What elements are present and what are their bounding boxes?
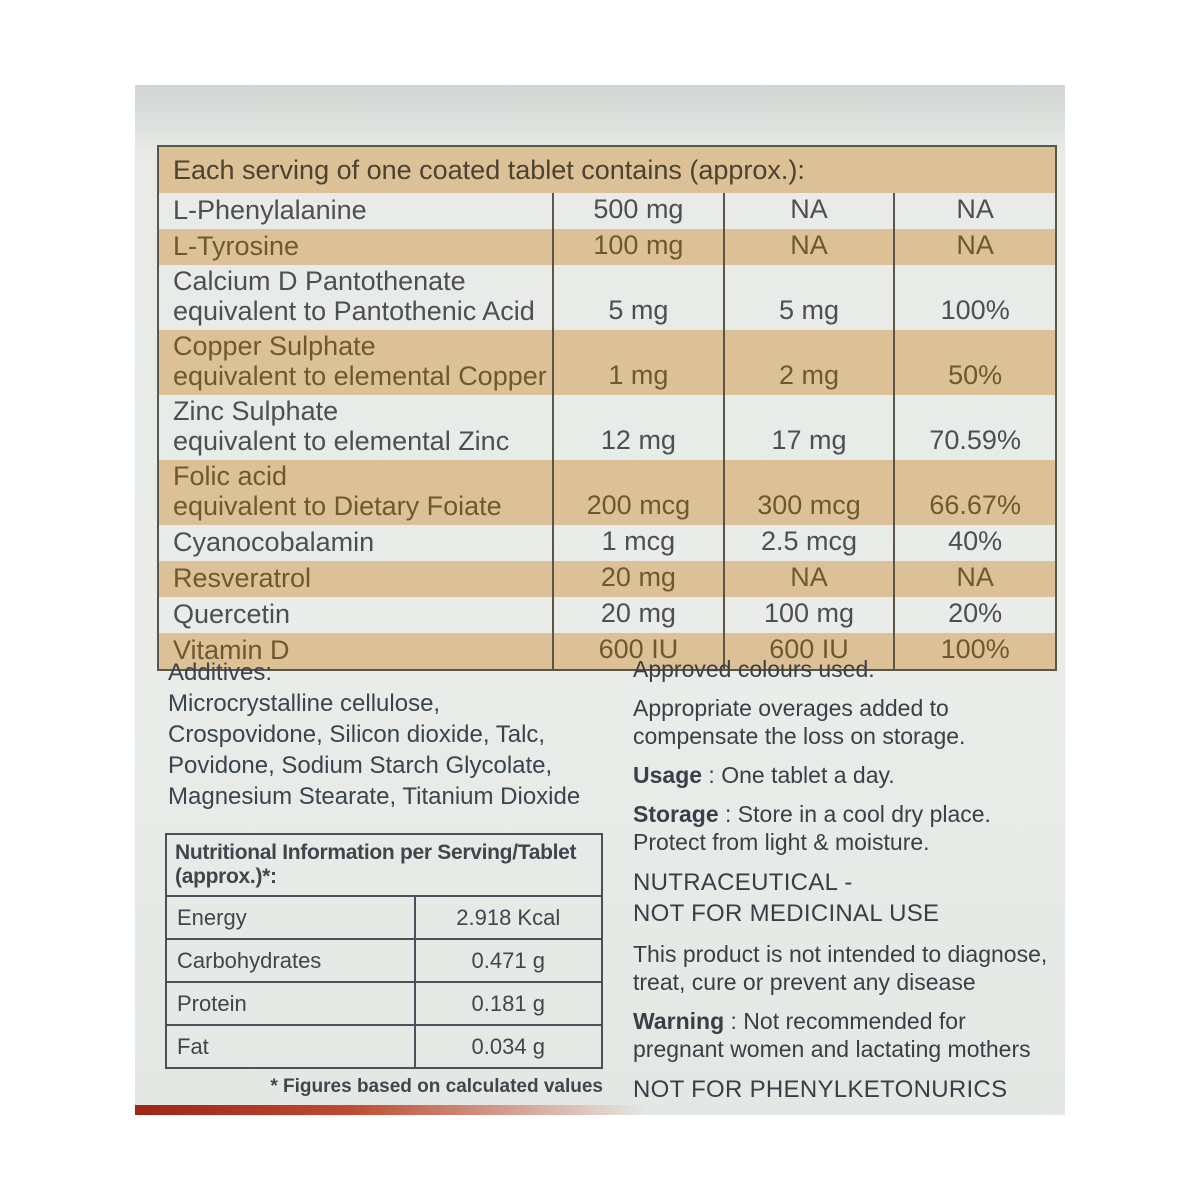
supplement-table: Each serving of one coated tablet contai…: [157, 145, 1057, 671]
nutrition-footnote: * Figures based on calculated values: [270, 1076, 603, 1097]
additives-text: Microcrystalline cellulose, Crospovidone…: [168, 690, 581, 810]
supplement-row: Copper Sulphate equivalent to elemental …: [158, 330, 1056, 395]
ingredient-percent: 100%: [893, 633, 1056, 670]
nutrition-value: 2.918 Kcal: [413, 895, 604, 940]
nutrition-row: Energy 2.918 Kcal: [165, 895, 604, 940]
ingredient-percent: NA: [893, 229, 1056, 265]
supplement-row: L-Phenylalanine 500 mg NA NA: [158, 193, 1056, 229]
storage-text: : Store in a cool dry place. Protect fro…: [633, 801, 991, 855]
ingredient-rda: 600 IU: [722, 633, 895, 670]
ingredient-name: Resveratrol: [173, 563, 312, 593]
ingredient-amount: 500 mg: [552, 193, 724, 229]
supplement-row: L-Tyrosine 100 mg NA NA: [158, 229, 1056, 265]
nutrition-block: Nutritional Information per Serving/Tabl…: [165, 833, 604, 1098]
nutrition-table-title: Nutritional Information per Serving/Tabl…: [165, 833, 603, 897]
nutrition-value: 0.034 g: [413, 1024, 604, 1069]
supplement-row: Zinc Sulphate equivalent to elemental Zi…: [158, 395, 1056, 460]
supplement-table-body: L-Phenylalanine 500 mg NA NA L-Tyrosine 100 m…: [158, 193, 1056, 670]
ingredient-percent: 70.59%: [893, 395, 1056, 460]
ingredient-amount: 1 mg: [552, 330, 724, 395]
nutrition-table: Nutritional Information per Serving/Tabl…: [165, 833, 604, 1069]
supplement-table-header-row: Each serving of one coated tablet contai…: [158, 146, 1056, 193]
ingredient-amount: 200 mcg: [552, 460, 724, 525]
storage-label: Storage: [633, 801, 719, 827]
ingredient-percent: NA: [893, 193, 1056, 229]
ingredient-percent: 50%: [893, 330, 1056, 395]
overages-text: Appropriate overages added to compensate…: [633, 695, 966, 749]
additives-title: Additives:: [168, 659, 273, 686]
supplement-row: Vitamin D 600 IU 600 IU 100%: [158, 633, 1056, 670]
ingredient-amount: 600 IU: [552, 633, 724, 670]
ingredient-percent: NA: [893, 561, 1056, 597]
ingredient-rda: 300 mcg: [722, 460, 895, 525]
ingredient-name: L-Tyrosine: [173, 231, 300, 261]
ingredient-rda: NA: [722, 229, 895, 265]
nutrition-row: Fat 0.034 g: [165, 1024, 604, 1069]
ingredient-name: Copper Sulphate equivalent to elemental …: [173, 331, 547, 391]
red-print-mark: [135, 1105, 675, 1115]
usage-text: : One tablet a day.: [702, 762, 895, 788]
ingredient-amount: 20 mg: [552, 597, 724, 633]
ingredient-amount: 1 mcg: [552, 525, 724, 561]
ingredient-rda: 5 mg: [722, 265, 895, 330]
nutrition-label: Carbohydrates: [165, 938, 416, 983]
supplement-row: Folic acid equivalent to Dietary Foiate 2…: [158, 460, 1056, 525]
ingredient-rda: 2.5 mcg: [722, 525, 895, 561]
usage-label: Usage: [633, 762, 703, 788]
nutrition-label: Protein: [165, 981, 416, 1026]
ingredient-rda: 17 mg: [722, 395, 895, 460]
ingredient-rda: NA: [722, 561, 895, 597]
nutrition-header-row: Nutritional Information per Serving/Tabl…: [165, 833, 603, 897]
storage-line: Storage : Store in a cool dry place. Pro…: [633, 800, 1073, 856]
ingredient-amount: 100 mg: [552, 229, 724, 265]
approved-colours-text: Approved colours used.: [633, 656, 875, 682]
ingredient-percent: 100%: [893, 265, 1056, 330]
ingredient-name: Folic acid equivalent to Dietary Foiate: [173, 461, 502, 521]
warning-text: : Not recommended for pregnant women and…: [633, 1008, 1031, 1062]
nutrition-label: Energy: [165, 895, 416, 940]
ingredient-name: Quercetin: [173, 599, 291, 629]
warning-label: Warning: [633, 1008, 725, 1034]
pku-text: NOT FOR PHENYLKETONURICS: [633, 1076, 1008, 1103]
ingredient-amount: 12 mg: [552, 395, 724, 460]
ingredient-name: Zinc Sulphate equivalent to elemental Zi…: [173, 396, 510, 456]
ingredient-rda: NA: [722, 193, 895, 229]
supplement-row: Resveratrol 20 mg NA NA: [158, 561, 1056, 597]
ingredient-rda: 2 mg: [722, 330, 895, 395]
supplement-row: Calcium D Pantothenate equivalent to Pan…: [158, 265, 1056, 330]
ingredient-name: Cyanocobalamin: [173, 527, 375, 557]
nutraceutical-text: NUTRACEUTICAL - NOT FOR MEDICINAL USE: [633, 869, 940, 927]
ingredient-percent: 66.67%: [893, 460, 1056, 525]
warning-line: Warning : Not recommended for pregnant w…: [633, 1007, 1073, 1063]
usage-line: Usage : One tablet a day.: [633, 761, 1073, 789]
disclaimer-text: This product is not intended to diagnose…: [633, 941, 1048, 995]
nutrition-label: Fat: [165, 1024, 416, 1069]
product-label: Each serving of one coated tablet contai…: [135, 85, 1065, 1115]
supplement-row: Cyanocobalamin 1 mcg 2.5 mcg 40%: [158, 525, 1056, 561]
nutrition-table-body: Energy 2.918 Kcal Carbohydrates 0.471 g Prot…: [165, 895, 604, 1069]
ingredient-name: L-Phenylalanine: [173, 195, 367, 225]
ingredient-rda: 100 mg: [722, 597, 895, 633]
ingredient-amount: 20 mg: [552, 561, 724, 597]
nutrition-row: Carbohydrates 0.471 g: [165, 938, 604, 983]
nutrition-value: 0.181 g: [413, 981, 604, 1026]
info-column: Approved colours used. Appropriate overa…: [633, 655, 1073, 1116]
additives-block: Additives: Microcrystalline cellulose, C…: [168, 657, 628, 812]
supplement-row: Quercetin 20 mg 100 mg 20%: [158, 597, 1056, 633]
ingredient-amount: 5 mg: [552, 265, 724, 330]
ingredient-percent: 20%: [893, 597, 1056, 633]
supplement-table-title: Each serving of one coated tablet contai…: [158, 146, 1056, 193]
nutrition-value: 0.471 g: [413, 938, 604, 983]
ingredient-name: Calcium D Pantothenate equivalent to Pan…: [173, 266, 535, 326]
ingredient-name: Vitamin D: [173, 635, 290, 665]
nutrition-row: Protein 0.181 g: [165, 981, 604, 1026]
ingredient-percent: 40%: [893, 525, 1056, 561]
